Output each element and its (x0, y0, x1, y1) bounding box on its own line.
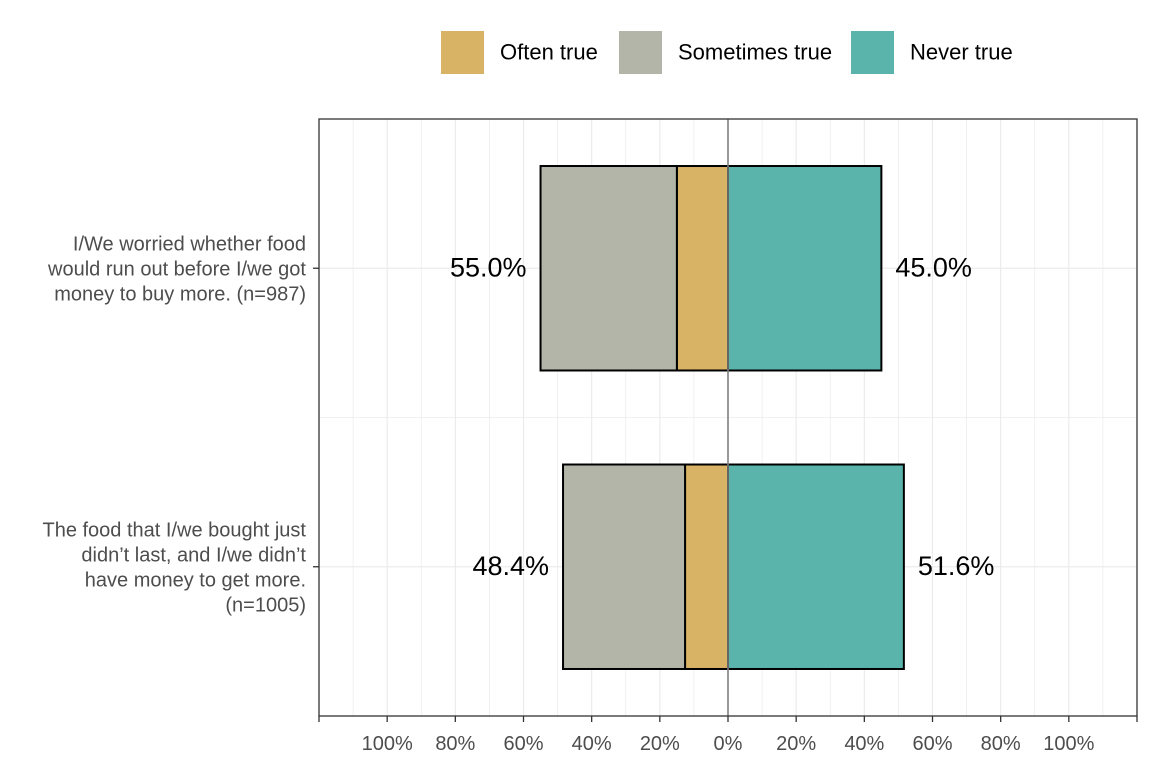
legend-label-never-true: Never true (910, 39, 1013, 64)
category-label-line: I/We worried whether food (73, 233, 306, 255)
bars (539, 165, 905, 670)
data-label-negative-total: 48.4% (472, 551, 549, 581)
x-tick-label: 60% (912, 733, 952, 755)
bar-often-true (675, 165, 729, 372)
x-tick-label: 0% (714, 733, 743, 755)
bar-often-true (684, 463, 729, 670)
x-axis: 100% 80% 60% 40% 20% 0% 20% 40% 60% 80% 100% (318, 716, 1138, 755)
x-tick-label: 20% (776, 733, 816, 755)
x-tick-label: 20% (640, 733, 680, 755)
legend-key-sometimes-true (619, 31, 662, 74)
legend-key-often-true (441, 31, 484, 74)
category-label-line: have money to get more. (85, 569, 306, 591)
x-tick-label: 80% (981, 733, 1021, 755)
x-tick-label: 80% (435, 733, 475, 755)
data-label-negative-total: 55.0% (450, 252, 527, 282)
x-tick-label: 100% (1043, 733, 1094, 755)
category-label-line: (n=1005) (225, 594, 306, 616)
data-labels: 55.0% 45.0% 48.4% 51.6% (450, 252, 994, 581)
x-tick-label: 40% (572, 733, 612, 755)
category-label: I/We worried whether food would run out b… (47, 233, 306, 305)
category-label-line: didn’t last, and I/we didn’t (81, 544, 306, 566)
legend: Often true Sometimes true Never true (441, 31, 1013, 74)
x-tick-label: 40% (844, 733, 884, 755)
bar-never-true (727, 463, 905, 670)
category-label-line: would run out before I/we got (47, 258, 306, 280)
x-tick-label: 60% (503, 733, 543, 755)
category-label-line: money to buy more. (n=987) (54, 283, 306, 305)
data-label-positive-total: 51.6% (918, 551, 995, 581)
bar-sometimes-true (539, 165, 678, 372)
legend-label-sometimes-true: Sometimes true (678, 39, 832, 64)
category-label-line: The food that I/we bought just (42, 519, 306, 541)
legend-label-often-true: Often true (500, 39, 598, 64)
bar-sometimes-true (562, 463, 687, 670)
x-tick-label: 100% (362, 733, 413, 755)
y-axis: I/We worried whether food would run out b… (42, 233, 319, 616)
bar-never-true (727, 165, 883, 372)
legend-key-never-true (851, 31, 894, 74)
data-label-positive-total: 45.0% (895, 252, 972, 282)
category-label: The food that I/we bought just didn’t las… (42, 519, 306, 616)
